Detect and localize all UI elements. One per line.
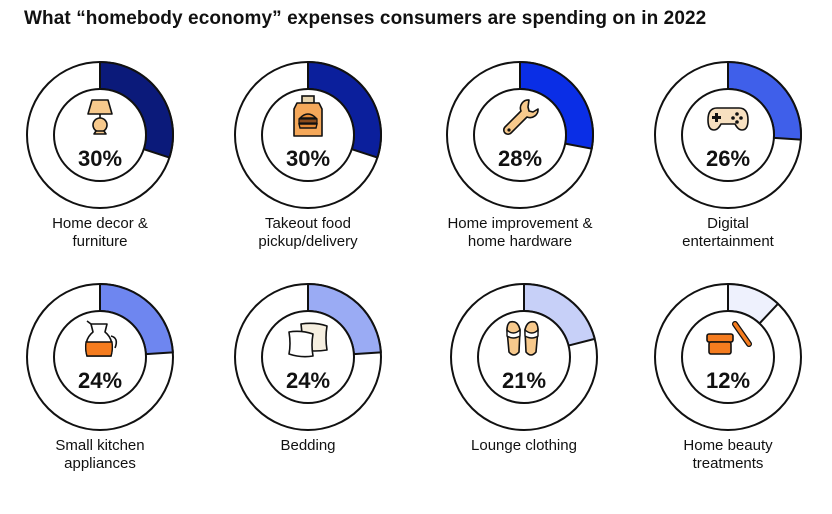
data-label: 21%: [501, 368, 547, 393]
data-label: 24%: [77, 368, 123, 393]
donut-card: 30% Takeout food pickup/delivery: [208, 60, 408, 290]
donut-ring: [654, 61, 802, 209]
data-label: 12%: [705, 368, 751, 393]
category-label-line: Takeout food: [265, 215, 351, 232]
data-label: 30%: [285, 146, 331, 171]
data-label: 24%: [285, 368, 331, 393]
takeout-bag-icon: [283, 92, 333, 142]
data-label: 30%: [77, 146, 123, 171]
category-label-line: Home decor &: [52, 215, 148, 232]
category-label: Lounge clothing: [424, 437, 624, 455]
category-label: Digital entertainment: [628, 215, 828, 251]
beauty-jar-icon: [703, 314, 753, 364]
slippers-icon: [499, 314, 549, 364]
donut-card: 24% Bedding: [208, 282, 408, 512]
category-label-line: treatments: [692, 455, 764, 472]
donut-ring: [26, 283, 174, 431]
donut-card: 30% Home decor & furniture: [0, 60, 200, 290]
data-label: 28%: [497, 146, 543, 171]
donut-hole: [53, 88, 147, 182]
donut-card: 21% Lounge clothing: [424, 282, 624, 512]
category-label: Home decor & furniture: [0, 215, 200, 251]
donut-hole: [681, 310, 775, 404]
gamepad-icon: [703, 92, 753, 142]
category-label-line: Lounge clothing: [471, 437, 577, 454]
category-label-line: entertainment: [682, 233, 774, 250]
donut-ring: [26, 61, 174, 209]
category-label-line: appliances: [64, 455, 136, 472]
wrench-icon: [495, 92, 545, 142]
donut-hole: [53, 310, 147, 404]
chart-title: What “homebody economy” expenses consume…: [24, 8, 707, 29]
category-label-line: Home beauty: [683, 437, 773, 454]
donut-hole: [477, 310, 571, 404]
category-label: Takeout food pickup/delivery: [208, 215, 408, 251]
donut-ring: [654, 283, 802, 431]
category-label-line: Bedding: [280, 437, 336, 454]
category-label-line: furniture: [72, 233, 128, 250]
category-label-line: pickup/delivery: [258, 233, 358, 250]
category-label: Small kitchen appliances: [0, 437, 200, 473]
category-label-line: Small kitchen: [55, 437, 145, 454]
donut-card: 28% Home improvement & home hardware: [420, 60, 620, 290]
donut-card: 12% Home beauty treatments: [628, 282, 828, 512]
donut-card: 26% Digital entertainment: [628, 60, 828, 290]
donut-ring: [450, 283, 598, 431]
category-label-line: Digital: [707, 215, 749, 232]
donut-card: 24% Small kitchen appliances: [0, 282, 200, 512]
category-label-line: Home improvement &: [447, 215, 593, 232]
coffee-pot-icon: [75, 314, 125, 364]
pillows-icon: [283, 314, 333, 364]
donut-hole: [681, 88, 775, 182]
category-label: Home beauty treatments: [628, 437, 828, 473]
category-label: Bedding: [208, 437, 408, 455]
lamp-icon: [75, 92, 125, 142]
donut-hole: [473, 88, 567, 182]
data-label: 26%: [705, 146, 751, 171]
category-label-line: home hardware: [467, 233, 573, 250]
donut-ring: [446, 61, 594, 209]
category-label: Home improvement & home hardware: [420, 215, 620, 251]
